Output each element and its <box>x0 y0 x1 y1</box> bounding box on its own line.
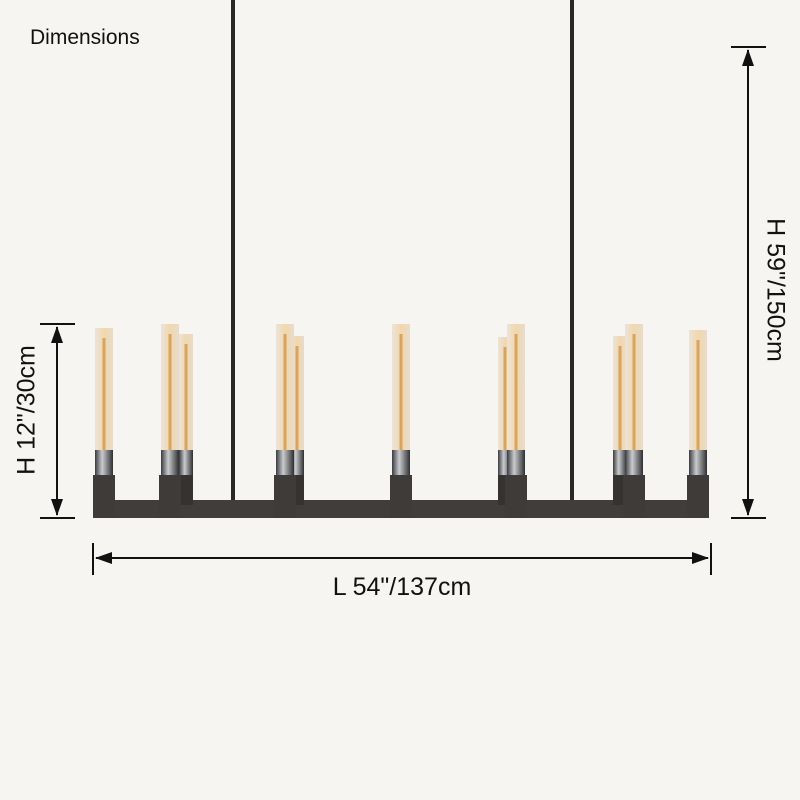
candle-block <box>623 475 645 518</box>
filament <box>399 334 403 450</box>
rod-left <box>231 0 235 502</box>
candle-block <box>505 475 527 518</box>
filament <box>514 334 518 450</box>
filament <box>696 340 700 450</box>
filament <box>168 334 172 450</box>
filament <box>632 334 636 450</box>
chrome-socket <box>95 450 113 475</box>
dimensions-title: Dimensions <box>30 26 140 49</box>
chrome-socket <box>689 450 707 475</box>
length-label: L 54"/137cm <box>332 573 472 601</box>
chrome-socket <box>179 450 193 475</box>
chrome-socket <box>507 450 525 475</box>
candle-block <box>159 475 181 518</box>
candle-block <box>687 475 709 518</box>
chrome-socket <box>161 450 179 475</box>
suspension-rods <box>231 0 574 502</box>
chrome-socket <box>392 450 410 475</box>
filament <box>503 347 507 450</box>
candle-block <box>274 475 296 518</box>
dimension-lines <box>40 46 766 575</box>
filament <box>283 334 287 450</box>
candle-arms <box>93 324 709 518</box>
chrome-socket <box>276 450 294 475</box>
filament <box>102 338 106 450</box>
rod-right <box>570 0 574 502</box>
filament <box>295 346 299 450</box>
chrome-socket <box>625 450 643 475</box>
chrome-socket <box>613 450 627 475</box>
filament <box>618 346 622 450</box>
candle-block <box>179 475 193 505</box>
candle-block <box>390 475 412 518</box>
candle-block <box>93 475 115 518</box>
filament <box>184 344 188 450</box>
